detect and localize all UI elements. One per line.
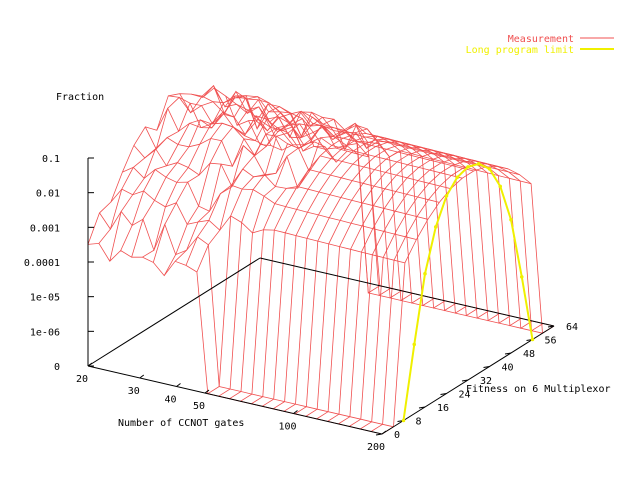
z-tick-label: 0.001 [30,223,60,234]
mesh-line-x [316,149,489,420]
x-tick-label: 200 [367,442,385,453]
x-tick-mark [381,430,387,435]
mesh-line-y [133,145,428,220]
x-tick-mark [204,389,210,394]
y-tick-mark [504,352,512,355]
mesh-line-y [225,95,520,176]
mesh-line-y [144,126,440,203]
mesh-line-y [236,106,532,185]
y-axis-label: Fitness on 6 Multiplexor [466,384,611,395]
mesh-line-x [174,110,348,262]
mesh-line-x [207,116,381,395]
x-tick-mark [293,410,298,414]
z-axis-label: Fraction [56,92,104,103]
y-tick-label: 56 [545,336,557,347]
legend: Measurement Long program limit [466,34,614,56]
mesh-line-x [370,163,544,432]
limit-curve-point [423,271,427,276]
legend-label-long-program-limit: Long program limit [466,45,574,56]
y-tick-label: 64 [566,322,578,333]
x-tick-label: 30 [128,386,140,397]
x-tick-mark [139,374,145,379]
mesh-line-x [240,122,413,402]
x-tick-mark [176,383,181,387]
mesh-line-x [349,157,522,427]
x-tick-label: 20 [76,374,88,385]
back-floor-line [259,257,555,327]
mesh-line-y [122,166,417,240]
z-tick-label: 0.01 [36,189,60,200]
y-tick-label: 48 [523,349,535,360]
limit-curve-point [444,194,449,198]
z-tick-label: 0.1 [42,154,60,165]
y-tick-mark [461,379,469,382]
z-tick-label: 1e-06 [30,327,60,338]
mesh-line-x [381,165,555,435]
mesh-line-y [99,210,394,428]
limit-curve-point [401,418,406,423]
x-tick-label: 50 [193,401,205,412]
y-tick-mark [440,393,447,395]
limit-curve-point [509,217,513,222]
y-tick-mark [375,433,383,436]
mesh-line-y [213,87,509,170]
legend-label-measurement: Measurement [508,34,574,45]
limit-curve-point [476,162,481,166]
limit-curve-point [412,342,417,347]
mesh-line-y [110,188,405,264]
mesh-line-x [196,111,370,273]
limit-curve-point [519,275,524,279]
y-tick-label: 40 [502,363,514,374]
limit-curve-point [466,165,470,169]
x-tick-label: 100 [278,422,296,433]
mesh-line-x [359,160,533,430]
y-tick-label: 16 [437,403,449,414]
axes: 0 1e-06 1e-05 0.0001 0.001 0.01 0.1 20 30 40 50 100… [24,154,578,453]
mesh-line-y [156,107,451,190]
x-axis-line [87,365,383,435]
left-floor-line [87,257,261,367]
x-tick-mark [87,362,93,367]
mesh-line-x [98,85,272,244]
y-tick-label: 32 [480,376,492,387]
long-program-limit-curve [401,162,535,423]
z-tick-label: 0.0001 [24,258,60,269]
mesh-line-y [168,95,463,179]
mesh-line-y [191,93,486,168]
mesh-line-x [87,87,261,245]
limit-curve-point [455,175,460,180]
y-tick-mark [418,406,426,409]
z-tick-label: 1e-05 [30,293,60,304]
x-axis-label: Number of CCNOT gates [118,418,244,429]
y-tick-mark [483,366,490,368]
mesh-line-x [120,95,294,251]
y-tick-label: 8 [416,417,422,428]
y-tick-mark [547,325,555,328]
mesh-line-x [327,152,500,422]
z-tick-label: 0 [54,362,60,373]
limit-curve-point [530,337,535,342]
y-tick-label: 24 [459,390,471,401]
limit-curve-point [498,184,503,189]
mesh-line-y [248,119,543,334]
y-tick-label: 0 [394,430,400,441]
x-tick-label: 40 [164,394,176,405]
limit-curve-point [487,167,492,171]
limit-curve-point [433,225,438,229]
mesh-line-x [109,90,283,262]
